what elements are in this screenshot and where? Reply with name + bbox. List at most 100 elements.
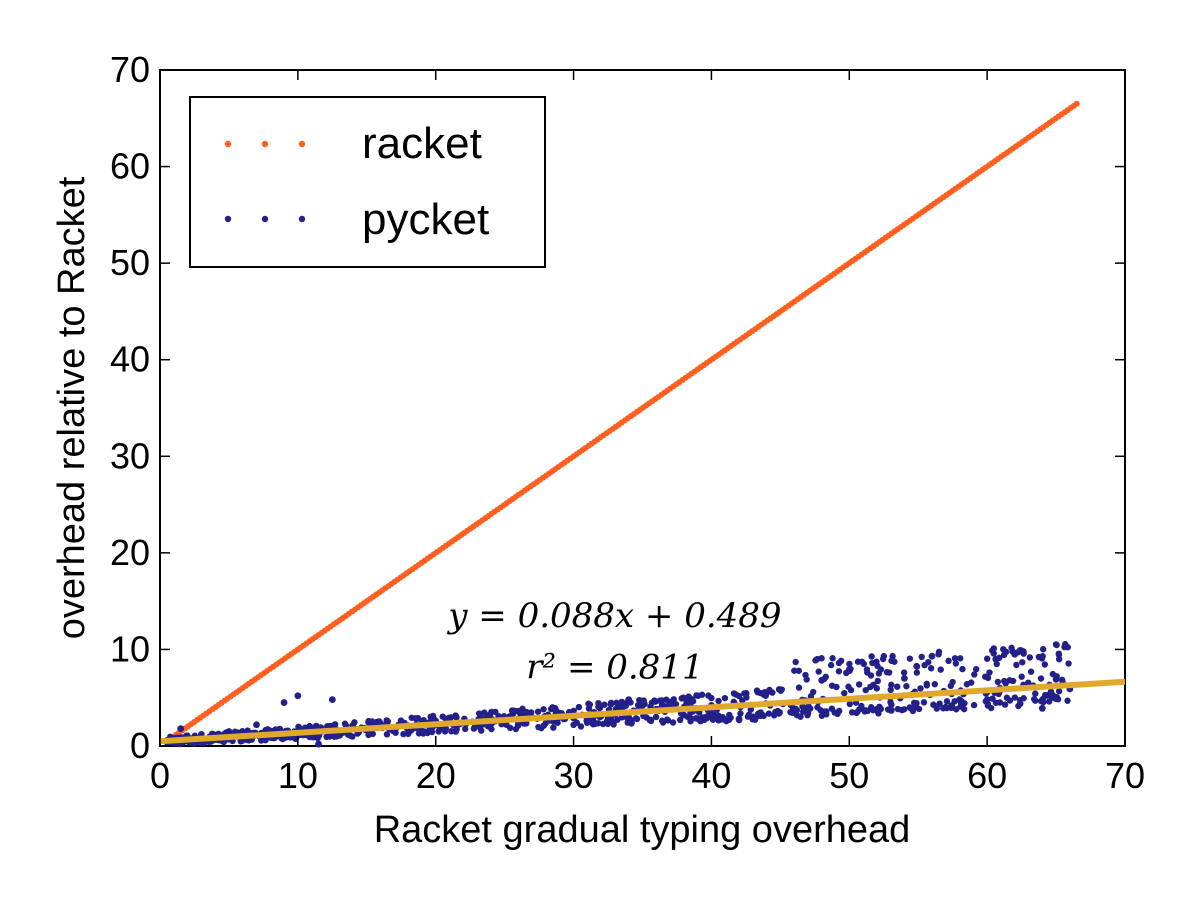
pycket-point (607, 701, 615, 708)
pycket-point (923, 680, 930, 687)
pycket-point (967, 679, 975, 686)
fit-equation-label: y = 0.088x + 0.489 (446, 596, 781, 636)
pycket-point (983, 655, 991, 662)
pycket-point (1064, 643, 1071, 651)
pycket-point (854, 708, 861, 716)
pycket-point (835, 668, 843, 675)
pycket-point (815, 668, 822, 675)
pycket-point (400, 730, 407, 738)
pycket-point (658, 702, 666, 709)
pycket-point (888, 707, 895, 714)
pycket-point (1065, 660, 1072, 667)
pycket-point (829, 655, 836, 662)
pycket-point (701, 714, 709, 721)
legend-pycket-dot (224, 215, 232, 223)
pycket-point (797, 713, 804, 720)
x-tick-label: 20 (416, 755, 456, 796)
pycket-point (705, 692, 712, 699)
plot-area (159, 69, 1126, 748)
y-tick-label: 70 (110, 49, 150, 90)
pycket-point (619, 700, 626, 708)
pycket-point (1001, 701, 1009, 708)
pycket-point (540, 706, 547, 713)
pycket-point (1018, 673, 1025, 680)
pycket-point (481, 709, 488, 716)
legend: racket pycket (189, 96, 546, 268)
pycket-point (575, 703, 583, 711)
pycket-point (987, 704, 995, 712)
pycket-point (917, 685, 924, 692)
pycket-point (970, 701, 978, 709)
pycket-point (921, 661, 928, 669)
pycket-point (514, 721, 522, 728)
pycket-point (879, 655, 887, 663)
fit-r-squared-label: r² = 0.811 (526, 647, 703, 687)
pycket-point (1017, 700, 1024, 707)
pycket-point (888, 681, 895, 689)
pycket-point (791, 667, 798, 674)
pycket-point (906, 655, 914, 662)
pycket-point (901, 675, 908, 682)
pycket-point (961, 700, 968, 707)
pycket-point (913, 669, 921, 676)
pycket-point (573, 719, 580, 726)
pycket-point (771, 712, 778, 719)
pycket-point (835, 659, 843, 667)
pycket-point (766, 686, 773, 694)
pycket-point (807, 705, 814, 712)
pycket-point (262, 736, 269, 744)
pycket-point (928, 652, 936, 660)
pycket-point (485, 712, 493, 719)
plot-frame (159, 69, 1126, 747)
pycket-point (854, 658, 862, 665)
pycket-point (918, 653, 925, 661)
pycket-point (836, 707, 843, 715)
pycket-point (331, 721, 339, 728)
pycket-point (715, 713, 722, 721)
legend-box (189, 96, 546, 268)
y-tick-label: 30 (110, 435, 150, 476)
pycket-point (392, 729, 399, 736)
y-tick-label: 20 (110, 532, 150, 573)
pycket-point (894, 683, 901, 690)
pycket-point (253, 721, 260, 729)
pycket-point (294, 692, 302, 700)
pycket-point (992, 699, 1000, 706)
pycket-point (971, 671, 978, 678)
pycket-point (326, 733, 333, 740)
pycket-point (1013, 661, 1020, 669)
pycket-point (828, 682, 836, 689)
pycket-point (799, 703, 806, 710)
pycket-point (554, 719, 561, 726)
legend-racket-dot (298, 140, 306, 148)
pycket-point (492, 708, 499, 716)
pycket-point (814, 704, 821, 711)
pycket-point (599, 720, 607, 728)
pycket-point (910, 703, 918, 711)
pycket-point (992, 655, 999, 663)
pycket-point (550, 724, 557, 731)
pycket-point (676, 716, 684, 724)
pycket-point (869, 706, 877, 714)
x-tick-label: 70 (1105, 755, 1145, 796)
pycket-point (986, 669, 993, 676)
pycket-point (365, 731, 372, 739)
pycket-point (947, 682, 954, 690)
legend-racket-marker (224, 140, 306, 148)
pycket-point (383, 731, 391, 738)
pycket-point (804, 712, 811, 719)
pycket-point (310, 733, 318, 741)
pycket-point (737, 710, 744, 717)
pycket-point (751, 716, 759, 723)
pycket-point (935, 648, 943, 656)
pycket-point (883, 668, 891, 676)
pycket-point (952, 660, 960, 667)
pycket-point (652, 698, 659, 705)
pycket-point (943, 704, 950, 712)
pycket-point (814, 655, 821, 663)
pycket-point (527, 709, 535, 716)
pycket-point (692, 715, 700, 722)
pycket-point (478, 727, 485, 734)
pycket-point (889, 652, 896, 660)
